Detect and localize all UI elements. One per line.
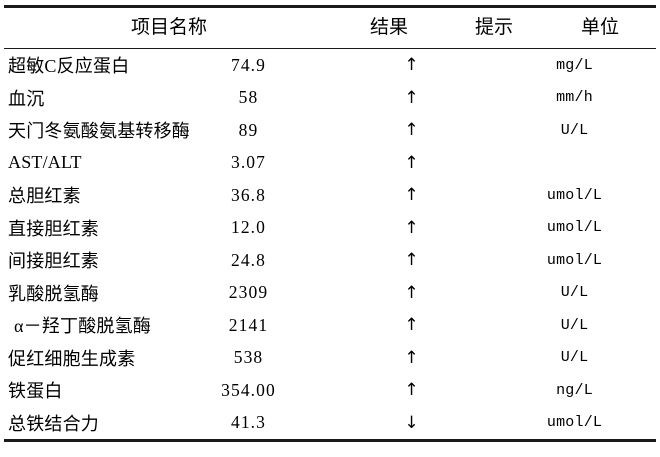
cell-unit <box>493 147 656 180</box>
table-row: AST/ALT 3.07 ↑ <box>4 147 656 180</box>
arrow-up-icon: ↑ <box>404 250 419 271</box>
arrow-up-icon: ↑ <box>404 185 419 206</box>
cell-item-name: 铁蛋白 <box>8 381 63 402</box>
cell-result-value: 354.00 <box>221 379 276 400</box>
cell-result-value: 3.07 <box>230 152 267 173</box>
cell-unit: umol/L <box>546 414 603 432</box>
table-row: 天门冬氨酸氨基转移酶 89 ↑ U/L <box>4 114 656 147</box>
table-row: 总胆红素 36.8 ↑ umol/L <box>4 179 656 212</box>
cell-item-name: α－羟丁酸脱氢酶 <box>14 316 152 337</box>
arrow-up-icon: ↑ <box>404 380 419 401</box>
cell-result-value: 89 <box>238 119 259 140</box>
lab-results-table-container: 项目名称 结果 提示 单位 超敏C反应蛋白 74.9 ↑ mg/L 血沉 58 ↑ mm/h 天… <box>0 5 660 457</box>
lab-results-table: 项目名称 结果 提示 单位 <box>4 8 656 48</box>
cell-item-name: 间接胆红素 <box>8 251 99 272</box>
arrow-up-icon: ↑ <box>404 315 419 336</box>
arrow-up-icon: ↑ <box>404 282 419 303</box>
cell-item-name: 超敏C反应蛋白 <box>8 56 130 77</box>
lab-results-body-table: 超敏C反应蛋白 74.9 ↑ mg/L 血沉 58 ↑ mm/h 天门冬氨酸氨基转移酶 89 ↑ U/… <box>4 49 656 439</box>
arrow-up-icon: ↑ <box>404 152 419 173</box>
cell-result-value: 74.9 <box>230 54 267 75</box>
cell-result-value: 2309 <box>228 282 269 303</box>
cell-unit: umol/L <box>546 251 603 269</box>
cell-result-value: 41.3 <box>230 412 267 433</box>
arrow-up-icon: ↑ <box>404 217 419 238</box>
table-row: 铁蛋白 354.00 ↑ ng/L <box>4 374 656 407</box>
cell-item-name: 总铁结合力 <box>8 413 99 434</box>
table-row: 间接胆红素 24.8 ↑ umol/L <box>4 244 656 277</box>
table-row: 乳酸脱氢酶 2309 ↑ U/L <box>4 277 656 310</box>
column-header-item-name: 项目名称 <box>130 17 207 38</box>
arrow-up-icon: ↑ <box>404 347 419 368</box>
table-row: 超敏C反应蛋白 74.9 ↑ mg/L <box>4 49 656 82</box>
cell-result-value: 12.0 <box>230 217 267 238</box>
cell-result-value: 24.8 <box>230 249 267 270</box>
cell-result-value: 36.8 <box>230 184 267 205</box>
cell-unit: U/L <box>560 121 589 139</box>
cell-item-name: 血沉 <box>8 88 45 109</box>
cell-result-value: 2141 <box>228 314 269 335</box>
cell-unit: ng/L <box>556 381 593 399</box>
cell-item-name: 促红细胞生成素 <box>8 348 136 369</box>
table-bottom-rule <box>4 439 656 442</box>
cell-unit: U/L <box>560 316 589 334</box>
cell-result-value: 58 <box>238 87 259 108</box>
column-header-unit: 单位 <box>580 17 619 38</box>
cell-unit: umol/L <box>546 219 603 237</box>
column-header-hint: 提示 <box>474 17 513 38</box>
table-row: α－羟丁酸脱氢酶 2141 ↑ U/L <box>4 309 656 342</box>
table-header-rule <box>4 48 656 49</box>
arrow-down-icon: ↓ <box>404 412 419 433</box>
cell-item-name: 直接胆红素 <box>8 218 99 239</box>
cell-unit: mg/L <box>556 56 593 74</box>
table-row: 直接胆红素 12.0 ↑ umol/L <box>4 212 656 245</box>
table-row: 总铁结合力 41.3 ↓ umol/L <box>4 407 656 440</box>
table-body: 超敏C反应蛋白 74.9 ↑ mg/L 血沉 58 ↑ mm/h 天门冬氨酸氨基转移酶 89 ↑ U/… <box>4 49 656 439</box>
arrow-up-icon: ↑ <box>404 55 419 76</box>
cell-unit: U/L <box>560 284 589 302</box>
cell-item-name: 乳酸脱氢酶 <box>8 283 99 304</box>
arrow-up-icon: ↑ <box>404 87 419 108</box>
cell-unit: umol/L <box>546 186 603 204</box>
column-header-result: 结果 <box>369 17 408 38</box>
table-header: 项目名称 结果 提示 单位 <box>4 8 656 48</box>
header-row: 项目名称 结果 提示 单位 <box>4 8 656 48</box>
arrow-up-icon: ↑ <box>404 120 419 141</box>
table-row: 血沉 58 ↑ mm/h <box>4 82 656 115</box>
cell-item-name: AST/ALT <box>8 152 82 173</box>
cell-item-name: 总胆红素 <box>8 186 81 207</box>
cell-result-value: 538 <box>233 347 264 368</box>
cell-unit: mm/h <box>556 89 593 107</box>
cell-unit: U/L <box>560 349 589 367</box>
cell-item-name: 天门冬氨酸氨基转移酶 <box>8 121 190 142</box>
table-row: 促红细胞生成素 538 ↑ U/L <box>4 342 656 375</box>
table-top-rule <box>4 5 656 8</box>
